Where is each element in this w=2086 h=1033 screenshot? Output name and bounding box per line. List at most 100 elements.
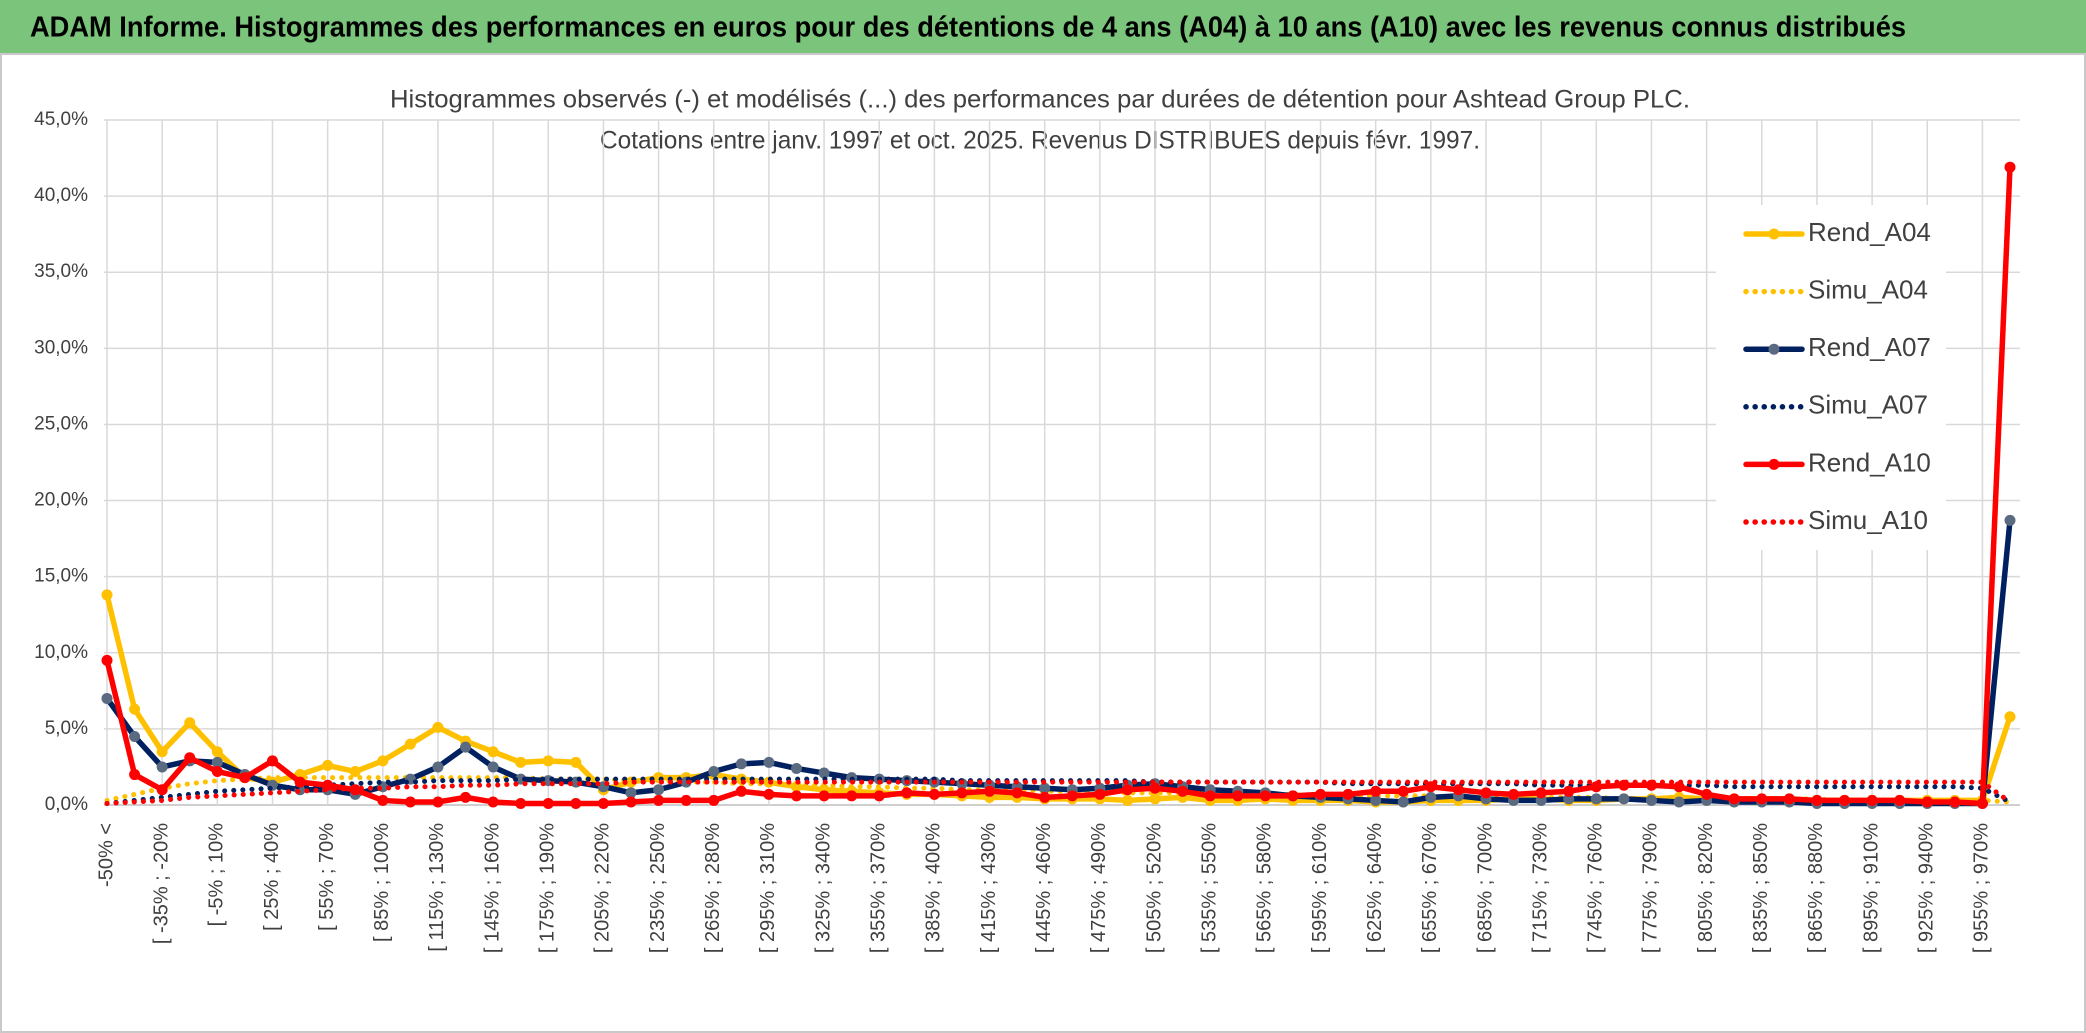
data-point — [846, 790, 858, 802]
data-point — [1287, 790, 1299, 802]
data-point — [873, 790, 885, 802]
data-point — [487, 796, 499, 808]
data-point — [1701, 788, 1713, 800]
data-point — [653, 794, 665, 806]
legend-marker — [1768, 458, 1780, 470]
series-line — [104, 779, 2013, 806]
data-point — [956, 787, 968, 799]
data-point — [322, 759, 334, 771]
data-point — [1425, 791, 1437, 803]
data-point — [1508, 788, 1520, 800]
data-point — [432, 761, 444, 773]
data-point — [818, 790, 830, 802]
x-tick-label: [ 175% ; 190% — [537, 823, 559, 953]
y-tick-label: 25,0% — [34, 413, 88, 434]
data-point — [542, 797, 554, 809]
y-tick-label: 0,0% — [45, 794, 88, 815]
x-tick-label: [ 715% ; 730% — [1529, 823, 1551, 953]
data-point — [1976, 797, 1988, 809]
x-tick-label: -50% < — [95, 823, 117, 887]
x-tick-label: [ 55% ; 70% — [316, 823, 338, 931]
data-point — [211, 746, 223, 758]
x-tick-label: [ 955% ; 970% — [1971, 823, 1993, 953]
x-tick-label: [ 505% ; 520% — [1143, 823, 1165, 953]
data-point — [1949, 796, 1961, 808]
data-point — [184, 752, 196, 764]
x-tick-label: [ 595% ; 610% — [1309, 823, 1331, 953]
data-point — [239, 772, 251, 784]
chart-subtitle: Cotations entre janv. 1997 et oct. 2025.… — [600, 127, 1480, 155]
data-point — [928, 788, 940, 800]
y-tick-label: 35,0% — [34, 261, 88, 282]
x-tick-label: [ 385% ; 400% — [923, 823, 945, 953]
x-tick-label: [ 895% ; 910% — [1860, 823, 1882, 953]
data-point — [156, 761, 168, 773]
data-point — [1342, 788, 1354, 800]
data-point — [625, 787, 637, 799]
data-point — [1839, 794, 1851, 806]
x-tick-label: [ 445% ; 460% — [1033, 823, 1055, 953]
data-point — [790, 762, 802, 774]
data-point — [763, 788, 775, 800]
x-tick-label: [ 205% ; 220% — [592, 823, 614, 953]
data-point — [1563, 785, 1575, 797]
data-point — [487, 761, 499, 773]
y-tick-label: 30,0% — [34, 337, 88, 358]
data-point — [432, 796, 444, 808]
data-point — [515, 756, 527, 768]
series-line — [104, 517, 2013, 807]
data-point — [1121, 784, 1133, 796]
data-point — [349, 766, 361, 778]
x-tick-label: [ -5% ; 10% — [206, 823, 228, 927]
x-tick-label: [ 565% ; 580% — [1254, 823, 1276, 953]
data-point — [570, 797, 582, 809]
data-point — [1149, 793, 1161, 805]
x-tick-label: [ 775% ; 790% — [1640, 823, 1662, 953]
legend-label: Simu_A04 — [1808, 274, 1928, 304]
x-tick-label: [ 925% ; 940% — [1916, 823, 1938, 953]
data-point — [1094, 788, 1106, 800]
legend-label: Rend_A04 — [1808, 217, 1931, 247]
data-point — [735, 785, 747, 797]
y-tick-label: 40,0% — [34, 185, 88, 206]
series-line — [104, 776, 2013, 806]
data-point — [597, 797, 609, 809]
data-point — [1149, 782, 1161, 794]
data-point — [542, 755, 554, 767]
x-tick-label: [ 535% ; 550% — [1198, 823, 1220, 953]
x-tick-label: [ 85% ; 100% — [371, 823, 393, 942]
series-line — [104, 164, 2013, 807]
data-point — [515, 797, 527, 809]
x-tick-label: [ 415% ; 430% — [978, 823, 1000, 953]
data-point — [1480, 787, 1492, 799]
data-point — [2004, 514, 2016, 526]
x-tick-label: [ 655% ; 670% — [1419, 823, 1441, 953]
data-point — [294, 776, 306, 788]
data-point — [404, 738, 416, 750]
data-point — [1066, 790, 1078, 802]
data-point — [1783, 793, 1795, 805]
data-point — [129, 731, 141, 742]
legend-label: Simu_A07 — [1808, 390, 1928, 420]
data-point — [129, 703, 141, 715]
data-point — [570, 756, 582, 768]
data-point — [101, 654, 113, 666]
y-tick-label: 5,0% — [45, 718, 88, 739]
data-point — [1756, 793, 1768, 805]
data-point — [404, 796, 416, 808]
x-tick-label: [ 625% ; 640% — [1364, 823, 1386, 953]
x-tick-label: [ 265% ; 280% — [702, 823, 724, 953]
data-point — [101, 692, 113, 704]
legend-label: Rend_A10 — [1808, 447, 1931, 477]
data-point — [2004, 161, 2016, 173]
data-point — [1370, 785, 1382, 797]
x-tick-label: [ 865% ; 880% — [1805, 823, 1827, 953]
data-point — [1894, 794, 1906, 806]
data-point — [1204, 790, 1216, 802]
header-banner — [0, 0, 2086, 54]
data-point — [735, 758, 747, 770]
data-point — [1673, 796, 1685, 808]
data-point — [101, 589, 113, 601]
